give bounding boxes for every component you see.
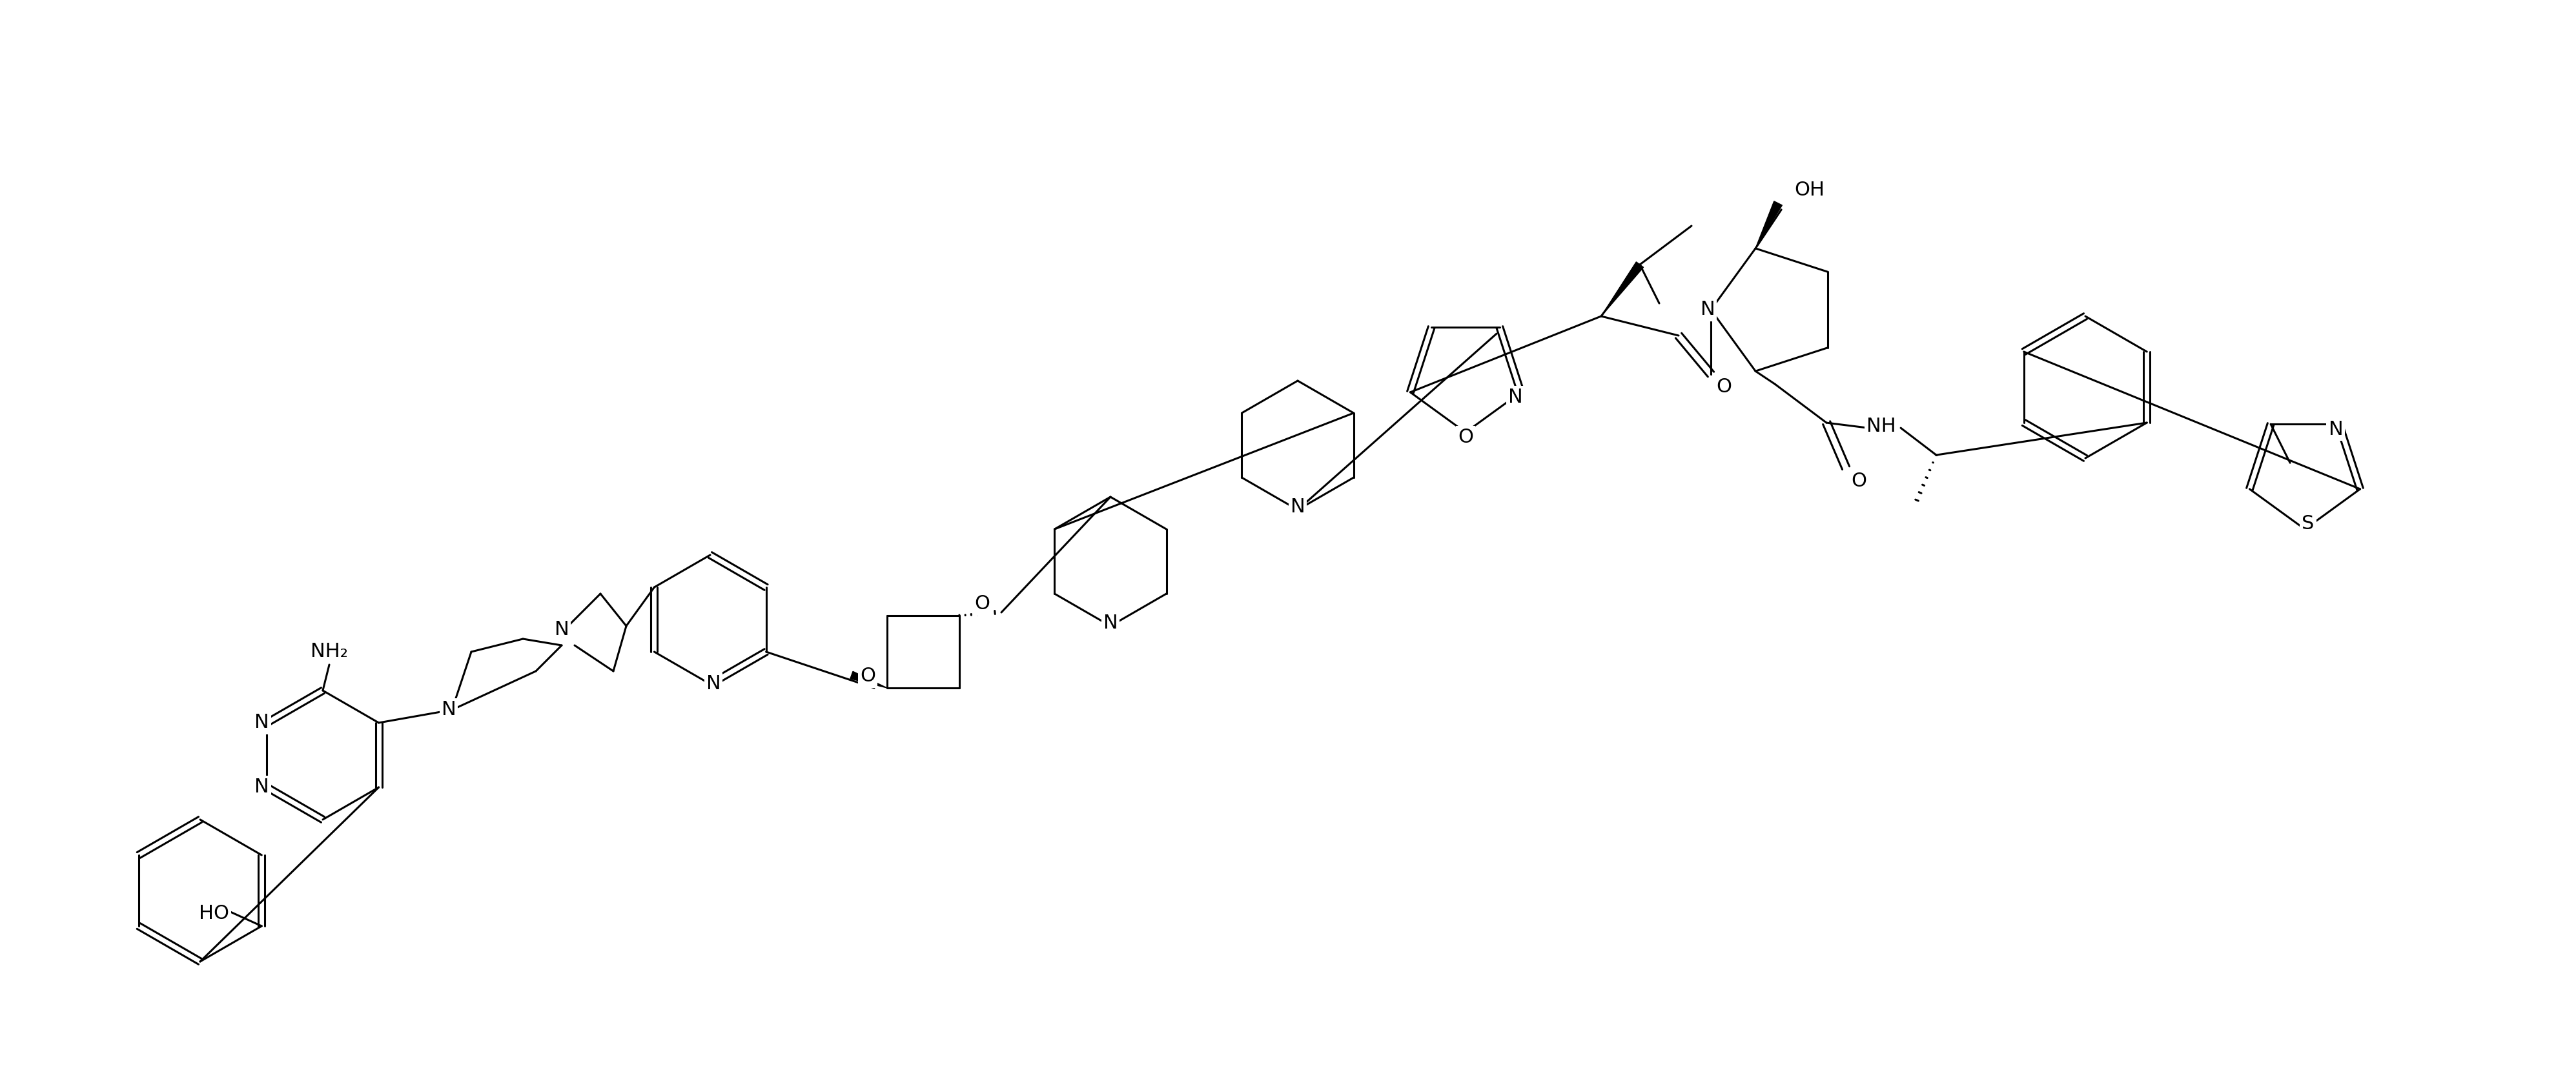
Polygon shape bbox=[1754, 201, 1783, 248]
Text: NH: NH bbox=[1865, 416, 1896, 435]
Text: N: N bbox=[1507, 388, 1522, 407]
Text: O: O bbox=[860, 667, 876, 685]
Text: O: O bbox=[1716, 378, 1731, 397]
Text: N: N bbox=[255, 713, 268, 733]
Text: O: O bbox=[1458, 428, 1473, 447]
Text: N: N bbox=[440, 700, 456, 720]
Text: N: N bbox=[554, 619, 569, 639]
Text: N: N bbox=[2329, 420, 2342, 439]
Text: O: O bbox=[1850, 472, 1865, 490]
Text: O: O bbox=[974, 595, 989, 613]
Text: N: N bbox=[1103, 613, 1118, 632]
Text: N: N bbox=[706, 674, 721, 694]
Text: HO: HO bbox=[198, 904, 229, 923]
Text: N: N bbox=[1700, 300, 1716, 319]
Polygon shape bbox=[850, 671, 886, 688]
Text: N: N bbox=[255, 778, 268, 796]
Text: S: S bbox=[2300, 515, 2313, 533]
Text: N: N bbox=[1291, 497, 1303, 516]
Polygon shape bbox=[1600, 262, 1643, 316]
Text: OH: OH bbox=[1793, 181, 1824, 200]
Text: NH₂: NH₂ bbox=[312, 642, 348, 661]
